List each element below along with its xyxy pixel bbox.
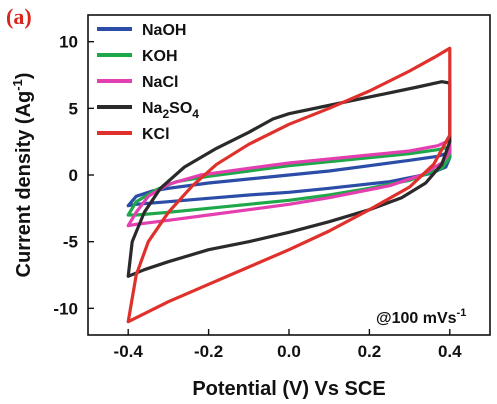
y-axis-title-close: ) [13, 73, 35, 80]
x-axis-title: Potential (V) Vs SCE [192, 378, 385, 400]
plot-frame [87, 14, 491, 336]
x-tick-label: -0.2 [194, 342, 223, 361]
series-line-na2so4 [126, 80, 452, 278]
series-line-kcl [126, 46, 452, 324]
y-axis-title: Current density (Ag-1) [10, 73, 35, 278]
legend-label-nacl: NaCl [142, 74, 178, 91]
scan-rate-main: @100 mVs [376, 310, 457, 327]
scan-rate-annotation: @100 mVs-1 [376, 307, 466, 327]
scan-rate-sup: -1 [457, 307, 467, 319]
x-tick-label: -0.4 [114, 342, 144, 361]
legend-label-naoh: NaOH [142, 22, 186, 39]
legend-label-kcl: KCl [142, 126, 170, 143]
y-tick-label: 5 [69, 99, 78, 118]
y-axis-title-main: Current density (Ag [13, 91, 35, 278]
y-tick-label: 10 [59, 33, 78, 52]
x-tick-label: 0.0 [277, 342, 301, 361]
legend-label-na2so4: Na2SO4 [142, 100, 199, 121]
y-tick-label: -5 [63, 233, 78, 252]
x-tick-label: 0.4 [438, 342, 462, 361]
legend-label-koh: KOH [142, 48, 178, 65]
y-tick-label: 0 [69, 166, 78, 185]
y-axis-title-sup: -1 [10, 79, 25, 91]
y-tick-label: -10 [53, 299, 78, 318]
x-tick-label: 0.2 [358, 342, 382, 361]
panel-label: (a) [6, 4, 32, 29]
